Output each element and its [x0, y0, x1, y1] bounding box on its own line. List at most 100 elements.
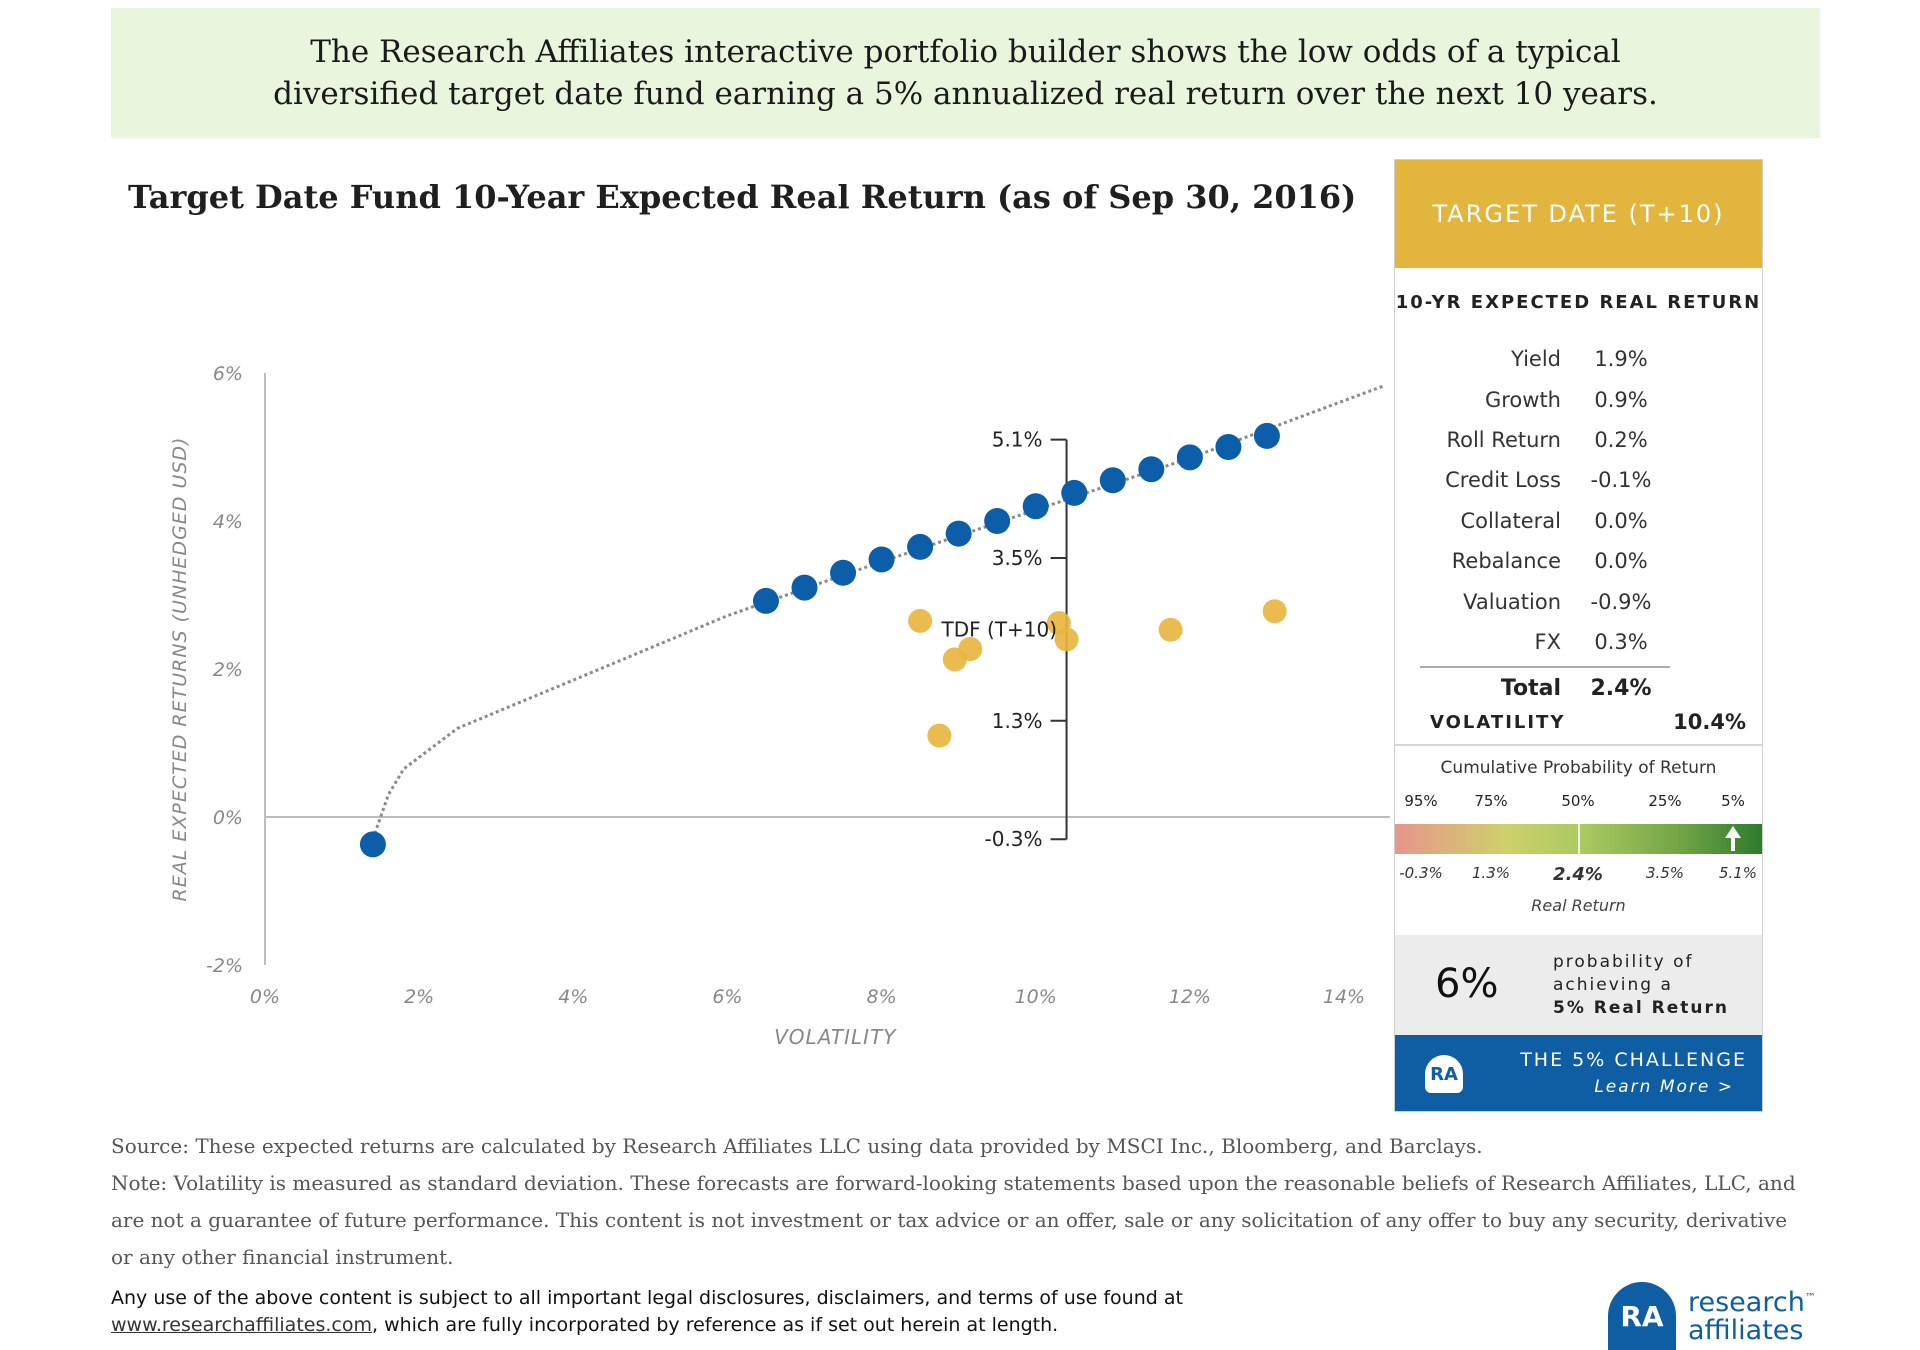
research-affiliates-logo: RA research™ affiliates: [1608, 1270, 1818, 1350]
cumulative-title: Cumulative Probability of Return: [1440, 758, 1717, 779]
volatility-row: VOLATILITY 10.4%: [1395, 708, 1762, 747]
y-tick-label: 6%: [213, 363, 243, 385]
component-row: Yield 1.9%: [1395, 339, 1762, 379]
trademark: ™: [1804, 1291, 1816, 1304]
percentile-row: 95% 75% 50% 25% 5%: [1395, 792, 1762, 824]
component-row: Rebalance 0.0%: [1395, 541, 1762, 581]
probability-box: 6% probability of achieving a 5% Real Re…: [1395, 935, 1762, 1035]
component-label: Yield: [1511, 347, 1561, 372]
return-components: Yield 1.9% Growth 0.9% Roll Return 0.2% Credit…: [1395, 339, 1762, 662]
return-caption: Real Return: [1531, 896, 1626, 916]
legal-line: Any use of the above content is subject …: [111, 1287, 1183, 1309]
volatility-label: VOLATILITY: [1430, 712, 1566, 734]
x-tick-label: 0%: [250, 986, 280, 1008]
x-tick-label: 8%: [866, 986, 896, 1008]
range-label: 3.5%: [992, 546, 1043, 570]
legal-disclosure: Any use of the above content is subject …: [111, 1285, 1183, 1339]
frontier-point: [359, 831, 386, 858]
tdf-annotation: TDF (T+10): [941, 617, 1058, 641]
frontier-point: [1022, 493, 1049, 520]
component-value: -0.9%: [1590, 589, 1652, 614]
logo-word: research: [1688, 1287, 1805, 1318]
component-label: FX: [1534, 629, 1561, 654]
component-label: Rebalance: [1451, 549, 1561, 574]
return-label: -0.3%: [1399, 864, 1443, 883]
panel-subheader: 10-YR EXPECTED REAL RETURN: [1395, 292, 1762, 313]
component-label: Roll Return: [1446, 427, 1561, 452]
component-value: 0.0%: [1594, 508, 1648, 533]
x-axis-label: VOLATILITY: [774, 1025, 897, 1049]
probability-text-line: 5% Real Return: [1553, 998, 1729, 1018]
ra-logo-icon: RA: [1608, 1282, 1676, 1350]
component-label: Growth: [1484, 387, 1561, 412]
learn-more-link[interactable]: Learn More >: [1594, 1077, 1734, 1097]
return-label: 1.3%: [1471, 864, 1511, 883]
range-label: 1.3%: [992, 709, 1043, 733]
info-panel: TARGET DATE (T+10) 10-YR EXPECTED REAL R…: [1394, 159, 1763, 1112]
component-label: Collateral: [1460, 508, 1561, 533]
total-value: 2.4%: [1590, 675, 1652, 701]
probability-gradient-bar: [1395, 824, 1762, 855]
y-axis-label: REAL EXPECTED RETURNS (UNHEDGED USD): [169, 437, 191, 902]
ra-logo-icon: RA: [1425, 1055, 1463, 1093]
component-value: 0.0%: [1594, 549, 1648, 574]
chart-title: Target Date Fund 10-Year Expected Real R…: [128, 178, 1357, 216]
component-row: Roll Return 0.2%: [1395, 420, 1762, 460]
challenge-link[interactable]: RA THE 5% CHALLENGE Learn More >: [1395, 1035, 1762, 1111]
return-label: 5.1%: [1718, 864, 1758, 883]
fund-point: [1262, 599, 1287, 624]
frontier-point: [1215, 434, 1242, 460]
frontier-point: [1253, 422, 1280, 449]
fund-point: [1158, 617, 1183, 642]
total-row: Total 2.4%: [1395, 668, 1762, 708]
component-value: 0.9%: [1594, 387, 1648, 412]
frontier-point: [984, 508, 1011, 534]
percentile-label: 25%: [1648, 792, 1682, 811]
frontier-point: [1176, 444, 1203, 471]
frontier-point: [868, 546, 895, 573]
disclaimer-note: Note: Volatility is measured as standard…: [111, 1171, 1796, 1269]
fund-point: [927, 723, 952, 748]
total-label: Total: [1500, 675, 1561, 701]
frontier-point: [791, 574, 818, 601]
x-tick-label: 6%: [712, 986, 742, 1008]
volatility-value: 10.4%: [1673, 710, 1746, 735]
component-value: 0.3%: [1594, 629, 1648, 654]
y-tick-label: -2%: [206, 955, 243, 977]
percentile-label: 50%: [1561, 792, 1595, 811]
component-value: -0.1%: [1590, 468, 1652, 493]
return-label-median: 2.4%: [1553, 864, 1603, 886]
probability-text-line: achieving a: [1553, 975, 1673, 995]
component-row: Credit Loss -0.1%: [1395, 460, 1762, 500]
efficient-frontier-line: [371, 384, 1384, 840]
website-link[interactable]: www.researchaffiliates.com: [111, 1314, 372, 1336]
probability-text: probability of achieving a 5% Real Retur…: [1553, 951, 1729, 1020]
probability-value: 6%: [1435, 961, 1499, 1007]
x-tick-label: 14%: [1323, 986, 1365, 1008]
x-tick-label: 10%: [1015, 986, 1057, 1008]
challenge-title: THE 5% CHALLENGE: [1520, 1049, 1747, 1071]
component-value: 1.9%: [1594, 347, 1648, 372]
scatter-chart: 6% 4% 2% 0% -2% 0% 2% 4% 6% 8% 10% 12% 14% VOLATILITY…: [169, 363, 1390, 1049]
source-note: Source: These expected returns are calcu…: [111, 1134, 1483, 1158]
frontier-point: [752, 587, 779, 614]
frontier-point: [1061, 479, 1088, 506]
component-row: Collateral 0.0%: [1395, 501, 1762, 541]
range-label: 5.1%: [992, 428, 1043, 452]
arrow-stem: [1731, 836, 1735, 852]
component-label: Valuation: [1463, 589, 1561, 614]
panel-header: TARGET DATE (T+10): [1395, 160, 1762, 268]
percentile-label: 5%: [1721, 792, 1745, 811]
fund-point: [958, 637, 983, 662]
probability-text-line: probability of: [1553, 952, 1694, 972]
separator: [1420, 666, 1670, 669]
component-row: Valuation -0.9%: [1395, 581, 1762, 621]
return-row: -0.3% 1.3% 2.4% 3.5% 5.1%: [1395, 864, 1762, 888]
fund-point: [1054, 627, 1079, 652]
x-tick-label: 2%: [404, 986, 434, 1008]
component-label: Credit Loss: [1445, 468, 1561, 493]
fund-point: [908, 608, 933, 633]
headline-banner: The Research Affiliates interactive port…: [111, 8, 1820, 138]
return-label: 3.5%: [1645, 864, 1685, 883]
arrow-up-icon: [1725, 826, 1741, 839]
